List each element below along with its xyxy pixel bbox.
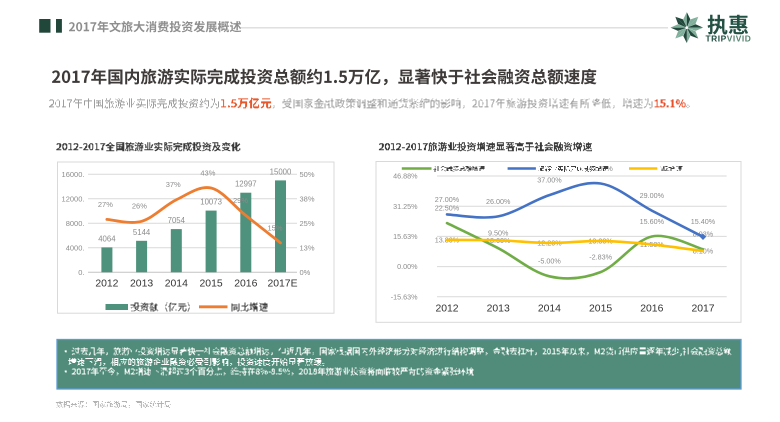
svg-text:26%: 26% xyxy=(132,202,147,211)
svg-text:0%: 0% xyxy=(300,268,311,277)
svg-text:0.: 0. xyxy=(78,268,84,277)
svg-text:29.00%: 29.00% xyxy=(640,191,665,200)
svg-text:15000: 15000 xyxy=(270,167,292,176)
svg-text:12000.: 12000. xyxy=(62,195,85,204)
svg-text:-15.63%: -15.63% xyxy=(391,292,418,301)
svg-text:4064: 4064 xyxy=(98,234,116,243)
svg-text:50%: 50% xyxy=(300,170,315,179)
svg-text:37%: 37% xyxy=(166,180,181,189)
svg-text:27.00%: 27.00% xyxy=(435,195,460,204)
svg-text:0.00%: 0.00% xyxy=(397,262,418,271)
svg-text:2015: 2015 xyxy=(200,278,223,289)
svg-text:15.40%: 15.40% xyxy=(691,217,716,226)
svg-text:8000.: 8000. xyxy=(66,219,85,228)
svg-text:22.50%: 22.50% xyxy=(435,204,460,213)
svg-text:38%: 38% xyxy=(300,195,315,204)
svg-text:4000.: 4000. xyxy=(66,244,85,253)
svg-text:15%: 15% xyxy=(267,223,282,232)
svg-text:31.25%: 31.25% xyxy=(393,202,418,211)
svg-text:-5.00%: -5.00% xyxy=(538,257,561,266)
svg-text:2012: 2012 xyxy=(435,304,458,315)
svg-text:27%: 27% xyxy=(98,200,113,209)
svg-text:2012: 2012 xyxy=(95,278,118,289)
svg-text:15.60%: 15.60% xyxy=(640,217,665,226)
svg-text:2017E: 2017E xyxy=(267,278,297,289)
svg-text:46.88%: 46.88% xyxy=(393,172,418,181)
svg-text:2016: 2016 xyxy=(640,304,663,315)
svg-text:TRIPVIVID: TRIPVIVID xyxy=(706,34,752,44)
svg-text:2013: 2013 xyxy=(130,278,153,289)
svg-text:-2.83%: -2.83% xyxy=(589,253,612,262)
svg-text:16000.: 16000. xyxy=(62,170,85,179)
svg-text:2013: 2013 xyxy=(487,304,510,315)
svg-text:43%: 43% xyxy=(200,168,215,177)
svg-text:2016: 2016 xyxy=(234,278,257,289)
svg-text:29%: 29% xyxy=(233,196,248,205)
svg-text:10073: 10073 xyxy=(200,198,222,207)
svg-text:5144: 5144 xyxy=(133,228,151,237)
svg-text:15.63%: 15.63% xyxy=(393,232,418,241)
svg-text:2017: 2017 xyxy=(691,304,714,315)
svg-text:7054: 7054 xyxy=(168,216,186,225)
svg-text:25%: 25% xyxy=(300,219,315,228)
svg-text:2015: 2015 xyxy=(589,304,612,315)
svg-text:12997: 12997 xyxy=(235,180,257,189)
svg-text:2014: 2014 xyxy=(538,304,561,315)
svg-text:13%: 13% xyxy=(300,244,315,253)
svg-text:2014: 2014 xyxy=(165,278,188,289)
svg-text:37.00%: 37.00% xyxy=(537,176,562,185)
svg-text:9.50%: 9.50% xyxy=(488,229,509,238)
svg-text:26.00%: 26.00% xyxy=(486,197,511,206)
